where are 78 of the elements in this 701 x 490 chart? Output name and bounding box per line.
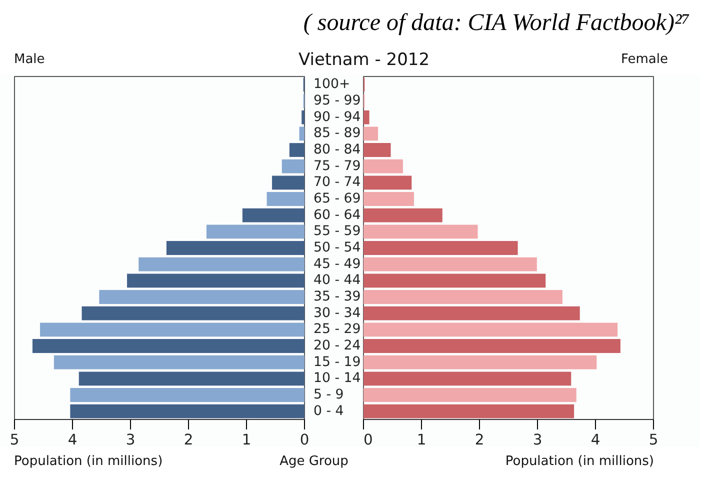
bar	[364, 404, 574, 418]
bar	[127, 274, 304, 288]
bar	[166, 241, 304, 255]
y-tick-label: 100+	[314, 77, 350, 92]
y-tick-label: 25 - 29	[314, 322, 361, 338]
y-tick-label: 60 - 64	[314, 208, 361, 223]
x-tick-label: 0	[364, 432, 373, 448]
bar	[364, 143, 391, 157]
bar	[70, 388, 304, 402]
y-tick-label: 0 - 4	[314, 404, 344, 419]
bar	[364, 388, 576, 402]
x-tick-label: 2	[184, 432, 194, 448]
x-tick-label: 1	[416, 432, 426, 448]
y-tick-label: 90 - 94	[314, 110, 361, 125]
bar	[242, 208, 304, 222]
y-tick-label: 15 - 19	[314, 354, 361, 370]
y-tick-label: 45 - 49	[314, 256, 361, 272]
bar	[54, 355, 304, 370]
bar	[299, 126, 304, 141]
bar	[364, 306, 580, 320]
bar	[364, 126, 378, 141]
bar	[364, 339, 620, 353]
y-tick-label: 20 - 24	[314, 338, 361, 354]
bar	[364, 257, 537, 272]
text: Vietnam - 2012	[298, 49, 430, 72]
y-tick-label: 95 - 99	[314, 94, 361, 108]
bar	[272, 176, 304, 190]
bar	[138, 257, 304, 272]
y-tick-label: 10 - 14	[314, 371, 361, 386]
bar	[99, 290, 304, 304]
bar	[82, 306, 304, 320]
bar	[364, 274, 546, 288]
y-axis-title: Age Group	[280, 453, 348, 471]
x-tick-label: 3	[532, 432, 542, 448]
x-tick-label: 2	[474, 432, 484, 448]
y-tick-label: 85 - 89	[314, 126, 361, 142]
bar	[364, 110, 370, 124]
text: Male	[14, 51, 45, 69]
y-tick-label: 5 - 9	[314, 388, 344, 402]
x-tick-label: 4	[590, 432, 600, 448]
x-tick-label: 5	[648, 432, 658, 448]
y-tick-label: 30 - 34	[314, 306, 361, 321]
bar	[282, 159, 304, 174]
text: ( source of data: CIA World Factbook)²⁷	[303, 9, 690, 38]
bar	[266, 192, 304, 206]
bar	[364, 290, 562, 304]
x-tick-label: 5	[10, 432, 20, 448]
bar	[206, 224, 304, 239]
y-tick-label: 80 - 84	[314, 142, 361, 158]
bar	[364, 208, 442, 222]
y-tick-label: 75 - 79	[314, 158, 361, 174]
bar	[364, 241, 518, 255]
y-tick-label: 50 - 54	[314, 240, 361, 256]
bar	[364, 159, 403, 174]
bar	[78, 372, 304, 386]
bar	[289, 143, 304, 157]
bar	[302, 110, 304, 124]
bar	[364, 355, 597, 370]
bar	[40, 322, 304, 337]
y-tick-label: 55 - 59	[314, 224, 361, 240]
y-tick-label: 70 - 74	[314, 175, 361, 190]
y-tick-label: 35 - 39	[314, 290, 361, 304]
x-tick-label: 0	[300, 432, 310, 448]
x-tick-label: 3	[126, 432, 136, 448]
bar	[364, 192, 414, 206]
y-tick-label: 40 - 44	[314, 273, 361, 288]
x-axis-title: Population (in millions)	[505, 453, 654, 471]
text: Female	[620, 51, 668, 69]
bar	[70, 404, 304, 418]
bar	[364, 372, 572, 386]
y-tick-label: 65 - 69	[314, 192, 361, 206]
bar	[32, 339, 304, 353]
bar	[364, 224, 478, 239]
bar	[364, 322, 618, 337]
x-tick-label: 4	[68, 432, 78, 448]
x-axis-title: Population (in millions)	[14, 453, 163, 471]
bar	[364, 176, 412, 190]
x-tick-label: 1	[242, 432, 252, 448]
